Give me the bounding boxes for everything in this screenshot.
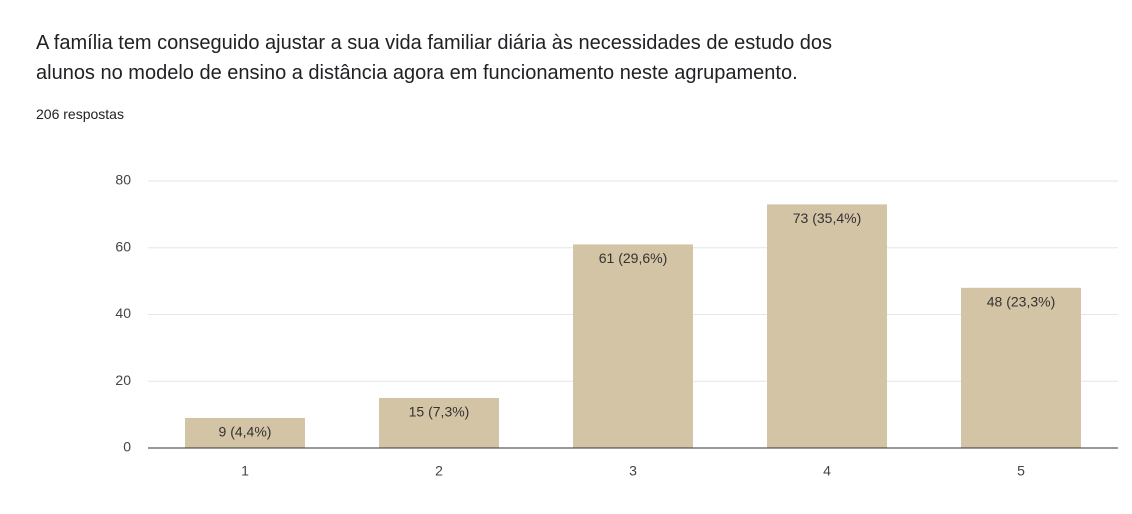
bar [961, 287, 1081, 448]
data-label: 15 (7,3%) [409, 404, 470, 420]
x-tick-label: 5 [1017, 463, 1025, 479]
x-tick-label: 2 [435, 463, 443, 479]
y-tick-label: 60 [115, 238, 131, 254]
bar [185, 417, 305, 448]
data-label: 61 (29,6%) [599, 250, 667, 266]
y-tick-label: 20 [115, 372, 131, 388]
y-tick-label: 0 [123, 439, 131, 455]
bar [767, 204, 887, 448]
x-tick-label: 1 [241, 463, 249, 479]
bar [573, 244, 693, 448]
y-tick-label: 40 [115, 305, 131, 321]
data-label: 48 (23,3%) [987, 294, 1055, 310]
x-tick-label: 4 [823, 463, 831, 479]
chart-title: A família tem conseguido ajustar a sua v… [36, 32, 833, 84]
x-tick-label: 3 [629, 463, 637, 479]
chart-subtitle: 206 respostas [36, 106, 124, 122]
bar [379, 397, 499, 448]
data-label: 9 (4,4%) [219, 424, 272, 440]
data-label: 73 (35,4%) [793, 210, 861, 226]
y-tick-label: 80 [115, 172, 131, 188]
